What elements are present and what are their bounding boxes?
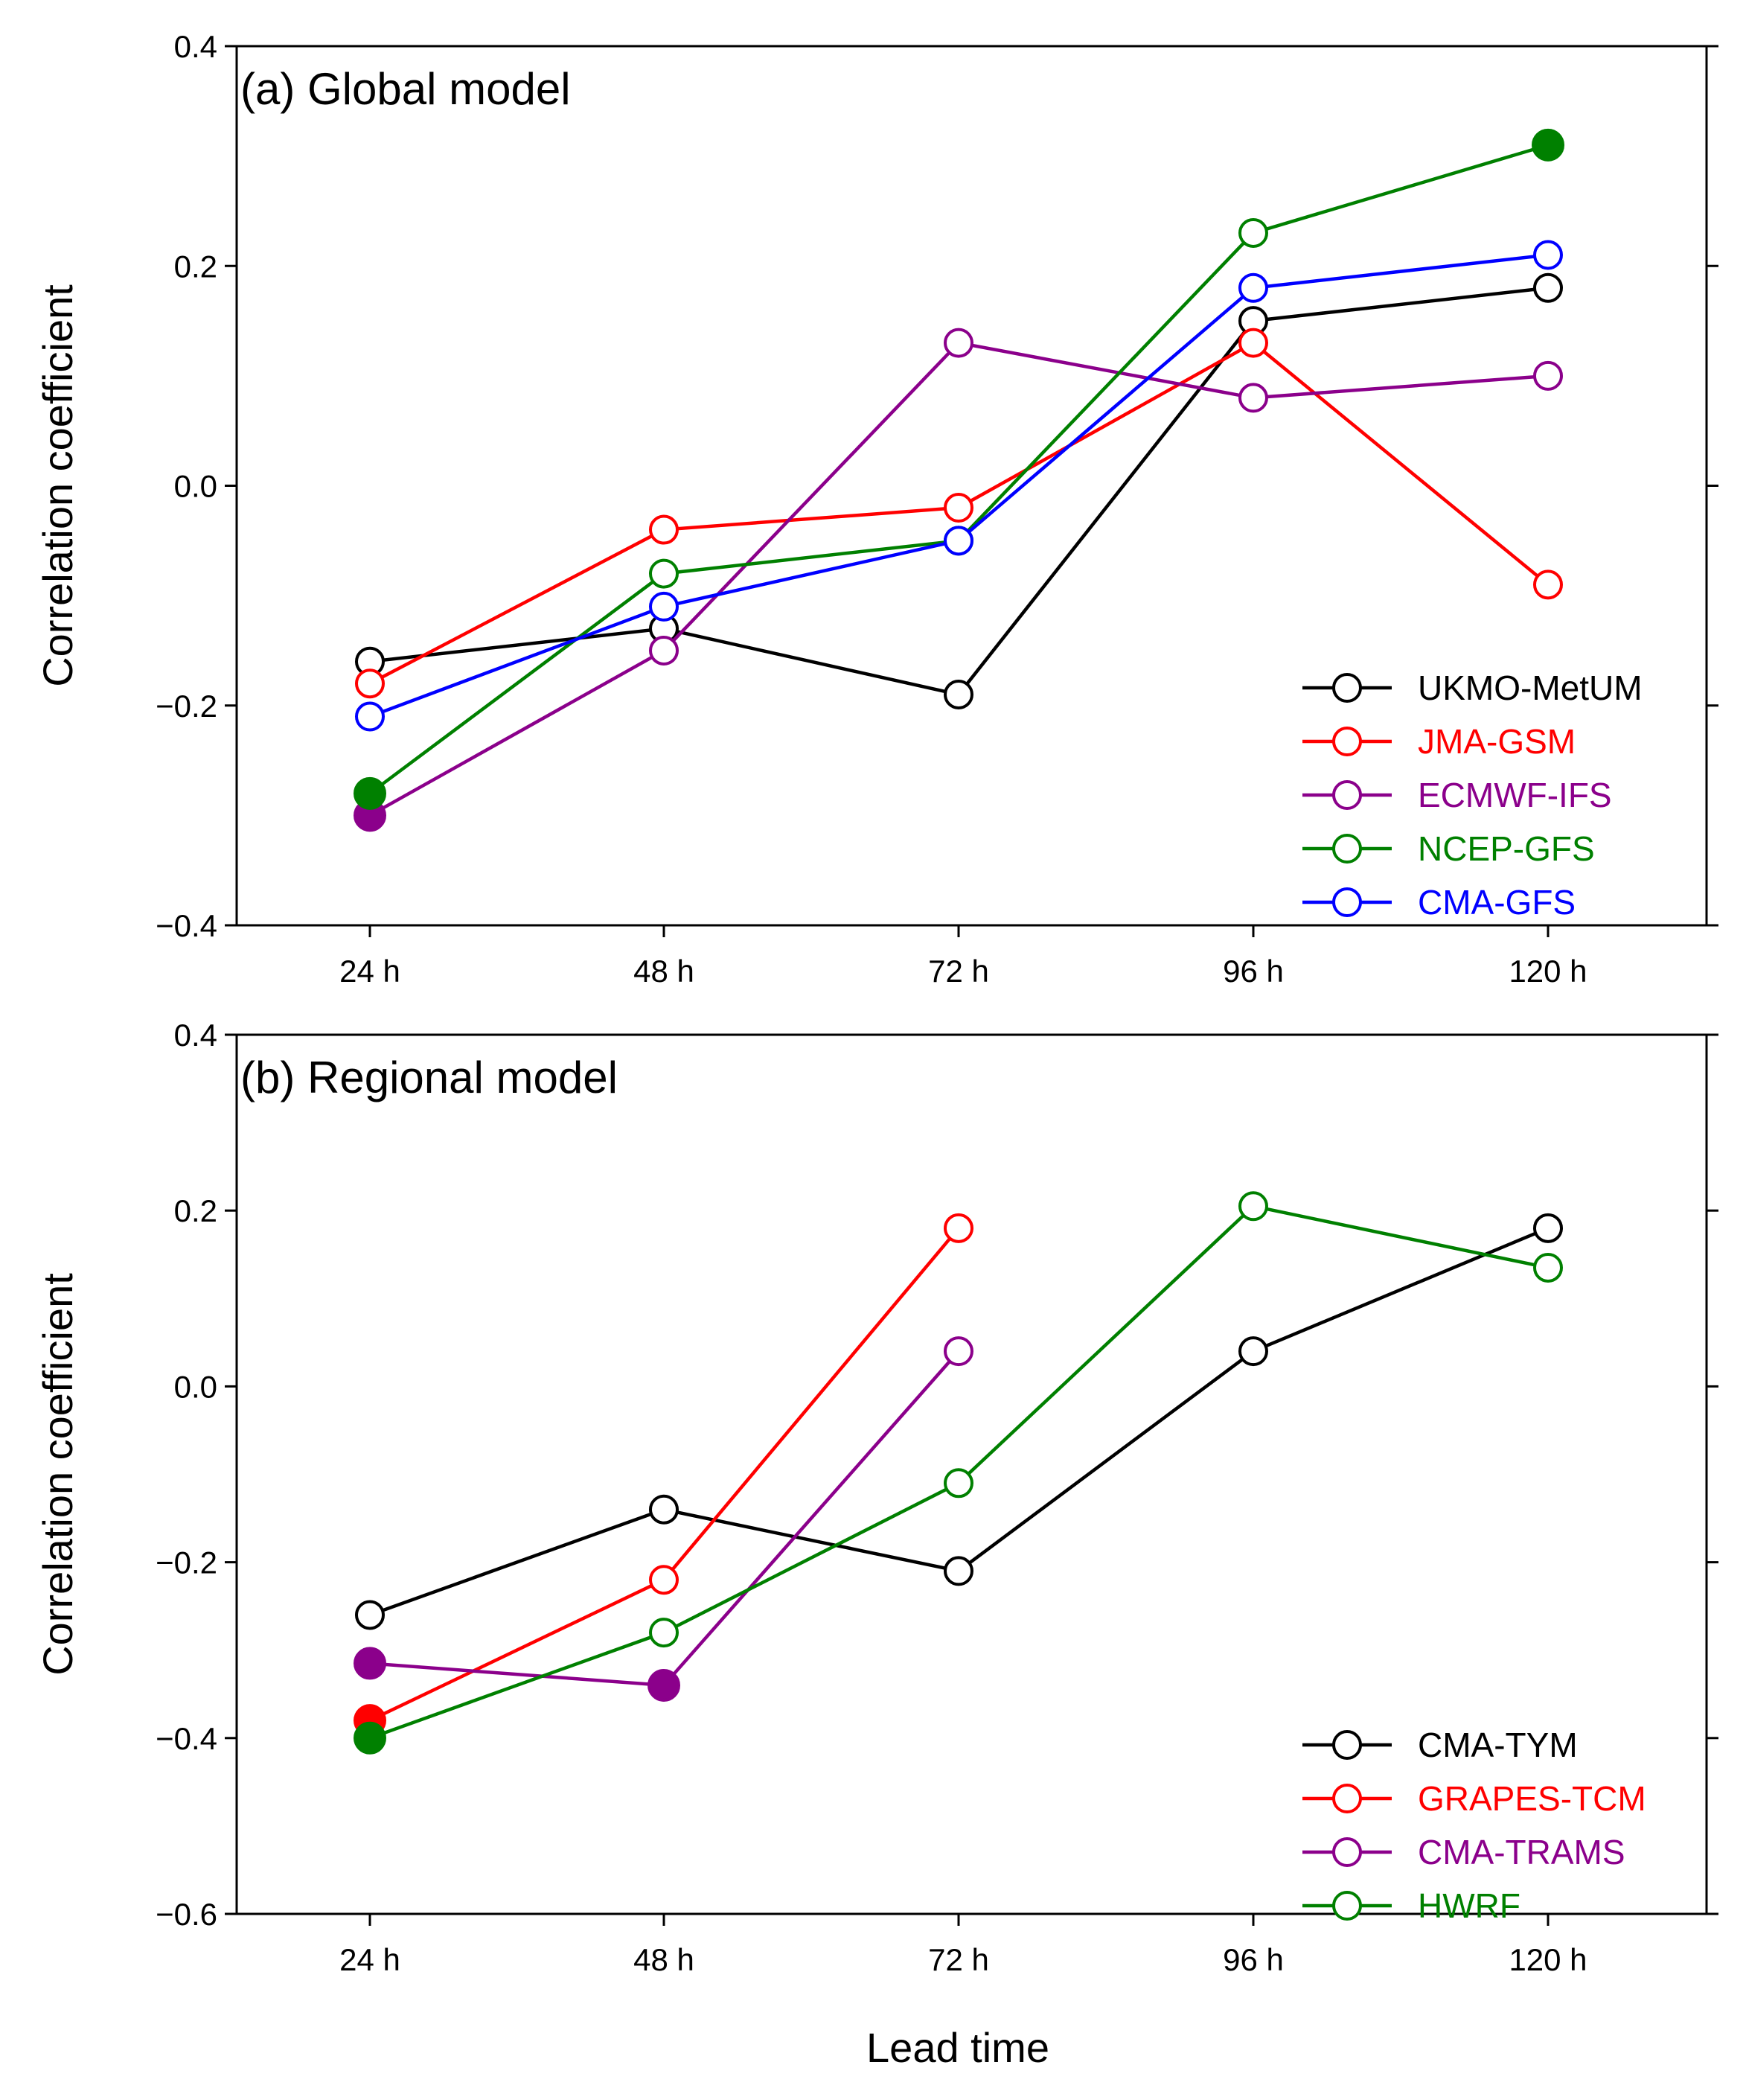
data-point	[1238, 1336, 1268, 1367]
series-ecmwf-ifs	[354, 328, 1563, 832]
data-point	[944, 1213, 973, 1243]
data-point	[944, 493, 973, 523]
legend-label: NCEP-GFS	[1418, 829, 1595, 868]
legend-marker	[1332, 834, 1362, 864]
x-tick-label: 48 h	[633, 1942, 694, 1977]
data-point	[647, 1668, 680, 1702]
legend-marker	[1332, 1784, 1362, 1813]
data-point	[1238, 1191, 1268, 1222]
y-axis-label: Correlation coefficient	[34, 284, 81, 687]
data-point	[1532, 128, 1564, 162]
legend-label: GRAPES-TCM	[1418, 1779, 1646, 1818]
legend-label: UKMO-MetUM	[1418, 668, 1643, 707]
panel-title: (b) Regional model	[240, 1053, 618, 1102]
y-tick-label: −0.4	[156, 908, 217, 943]
data-point	[944, 679, 973, 709]
x-tick-label: 96 h	[1223, 954, 1284, 989]
data-point	[355, 1600, 385, 1630]
x-tick-label: 72 h	[928, 1942, 989, 1977]
y-tick-label: 0.0	[174, 469, 217, 504]
y-axis-label: Correlation coefficient	[34, 1273, 81, 1676]
x-tick-label: 48 h	[633, 954, 694, 989]
x-tick-label: 72 h	[928, 954, 989, 989]
data-point	[1238, 272, 1268, 303]
legend-label: CMA-GFS	[1418, 883, 1576, 922]
data-point	[649, 591, 679, 622]
y-tick-label: −0.4	[156, 1721, 217, 1756]
data-point	[355, 701, 385, 732]
x-tick-label: 120 h	[1509, 1942, 1587, 1977]
data-point	[649, 1494, 679, 1525]
data-point	[1533, 1213, 1563, 1243]
series-cma-trams	[354, 1336, 973, 1702]
data-point	[944, 1336, 973, 1367]
data-point	[944, 526, 973, 556]
legend-marker	[1332, 1730, 1362, 1760]
panel-regional-model: −0.6 −0.4 −0.2 0.0 0.2 0.4 24 h 48 h 72 h 96 h 120…	[34, 1018, 1718, 1977]
data-point	[354, 1647, 386, 1680]
x-tick-label: 24 h	[339, 1942, 400, 1977]
data-point	[355, 668, 385, 699]
panel-title: (a) Global model	[240, 64, 571, 114]
data-point	[354, 1721, 386, 1755]
legend-label: CMA-TRAMS	[1418, 1833, 1625, 1871]
y-tick-label: −0.6	[156, 1897, 217, 1932]
y-tick-label: 0.2	[174, 249, 217, 284]
series-line	[369, 253, 1549, 718]
legend-marker	[1332, 727, 1362, 756]
data-point	[1238, 217, 1268, 248]
y-tick-label: 0.2	[174, 1193, 217, 1228]
legend-marker	[1332, 1891, 1362, 1921]
data-point	[1238, 328, 1268, 358]
plot-frame	[235, 1033, 1708, 1915]
legend-marker	[1332, 887, 1362, 917]
y-tick-label: 0.0	[174, 1369, 217, 1404]
x-tick-label: 96 h	[1223, 1942, 1284, 1977]
legend-marker	[1332, 1837, 1362, 1867]
data-point	[944, 1556, 973, 1586]
data-point	[1533, 1252, 1563, 1283]
data-point	[649, 558, 679, 589]
legend: CMA-TYM GRAPES-TCM CMA-TRAMS HWRF	[1302, 1726, 1646, 1925]
data-point	[944, 1468, 973, 1499]
y-tick-label: −0.2	[156, 689, 217, 724]
series-line	[368, 341, 1549, 817]
data-point	[1533, 272, 1563, 303]
legend-marker	[1332, 673, 1362, 703]
x-tick-label: 24 h	[339, 954, 400, 989]
legend-label: JMA-GSM	[1418, 722, 1576, 761]
data-point	[944, 328, 973, 358]
data-point	[649, 1565, 679, 1595]
data-point	[354, 776, 386, 810]
legend: UKMO-MetUM JMA-GSM ECMWF-IFS NCEP-GFS CMA-GF…	[1302, 668, 1643, 922]
series-cma-tym	[355, 1213, 1563, 1630]
series-jma-gsm	[355, 328, 1563, 699]
y-tick-label: 0.4	[174, 29, 217, 64]
data-point	[1533, 360, 1563, 391]
legend-label: CMA-TYM	[1418, 1726, 1578, 1764]
panel-global-model: −0.4 −0.2 0.0 0.2 0.4 24 h 48 h 72 h 96 h 120 h Co…	[34, 29, 1718, 989]
data-point	[649, 635, 679, 666]
y-tick-label: 0.4	[174, 1018, 217, 1053]
series-hwrf	[354, 1191, 1563, 1755]
legend-label: ECMWF-IFS	[1418, 776, 1612, 814]
legend-marker	[1332, 780, 1362, 810]
data-point	[1533, 240, 1563, 270]
data-point	[1238, 383, 1268, 413]
x-tick-label: 120 h	[1509, 954, 1587, 989]
series-grapes-tcm	[354, 1213, 973, 1737]
data-point	[649, 1618, 679, 1648]
data-point	[649, 514, 679, 545]
y-tick-label: −0.2	[156, 1545, 217, 1580]
series-cma-gfs	[355, 240, 1563, 732]
legend-label: HWRF	[1418, 1886, 1520, 1925]
data-point	[1533, 569, 1563, 600]
x-axis-label: Lead time	[866, 2024, 1049, 2071]
